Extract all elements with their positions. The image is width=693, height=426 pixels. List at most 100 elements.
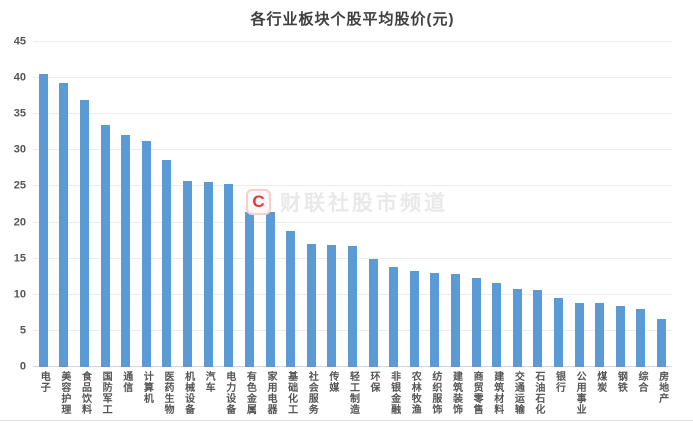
bar [80,99,90,367]
bar-slot [115,42,136,367]
x-axis-label: 通信 [120,371,132,393]
bar-slot [363,42,384,367]
x-label-slot: 通信 [115,371,136,415]
bar-slot [218,42,239,367]
x-label-slot: 钢铁 [610,371,631,415]
x-axis-label: 汽车 [203,371,215,393]
bar [244,211,254,367]
x-axis-label: 医药生物 [161,371,173,415]
x-axis-label: 银行 [553,371,565,393]
bar [533,289,543,367]
gridline [33,113,672,115]
x-axis-label: 商贸零售 [471,371,483,415]
x-axis-label: 机械设备 [182,371,194,415]
x-axis-label: 非银金融 [388,371,400,415]
y-tick-label: 20 [13,216,26,229]
x-label-slot: 建筑材料 [486,371,507,415]
x-label-slot: 传媒 [322,371,343,415]
bottom-divider [0,420,693,421]
bar [306,244,316,367]
bar [183,181,193,367]
bar [389,266,399,367]
watermark: C 财联社股市频道 [246,187,448,217]
y-tick-label: 0 [19,360,26,373]
bar-slot [466,42,487,367]
x-axis-label: 计算机 [141,371,153,404]
plot-area [33,41,672,367]
x-label-slot: 环保 [363,371,384,415]
x-axis-label: 电力设备 [223,371,235,415]
y-tick-label: 25 [13,179,26,192]
x-label-slot: 石油石化 [528,371,549,415]
bar-slot [198,42,219,367]
bar [615,306,625,367]
x-label-slot: 电力设备 [218,371,239,415]
bar-slot [157,42,178,367]
x-axis-label: 房地产 [656,371,668,404]
y-tick-label: 30 [13,143,26,156]
bar [100,125,110,367]
x-axis-label: 农林牧渔 [409,371,421,415]
bar-slot [136,42,157,367]
chart-title: 各行业板块个股平均股价(元) [250,11,455,28]
gridline [33,149,672,151]
bar [286,231,296,367]
bar-slot [177,42,198,367]
x-axis-label: 公用事业 [574,371,586,415]
gridline [33,221,672,223]
bar-slot [280,42,301,367]
bar-slot [507,42,528,367]
x-axis-label: 电子 [38,371,50,393]
x-label-slot: 非银金融 [383,371,404,415]
x-label-slot: 房地产 [651,371,672,415]
bar-slot [651,42,672,367]
gridline [33,77,672,79]
bar [121,135,131,367]
x-axis-labels: 电子 美容护理 食品饮料 国防军工 通信 计算机 医药生物 机械设备 汽车 电力设备 有色金属 家用电… [33,371,672,415]
bar-slot [548,42,569,367]
x-axis-label: 社会服务 [306,371,318,415]
bar [347,246,357,367]
x-label-slot: 计算机 [136,371,157,415]
x-label-slot: 国防军工 [95,371,116,415]
bar-slot [54,42,75,367]
bar [554,297,564,367]
x-label-slot: 电子 [33,371,54,415]
bar [430,273,440,367]
x-label-slot: 家用电器 [260,371,281,415]
gridline [33,185,672,187]
bar-slot [322,42,343,367]
bar-slot [383,42,404,367]
x-axis-label: 建筑材料 [491,371,503,415]
x-label-slot: 食品饮料 [74,371,95,415]
y-tick-label: 10 [13,288,26,301]
x-axis-label: 交通运输 [512,371,524,415]
x-axis-label: 基础化工 [285,371,297,415]
x-label-slot: 纺织服饰 [425,371,446,415]
bar [512,289,522,367]
bar-slot [528,42,549,367]
x-label-slot: 农林牧渔 [404,371,425,415]
x-axis-label: 国防军工 [100,371,112,415]
x-label-slot: 有色金属 [239,371,260,415]
bar-slot [610,42,631,367]
x-label-slot: 美容护理 [54,371,75,415]
bar-slot [631,42,652,367]
bar-slot [301,42,322,367]
x-label-slot: 医药生物 [157,371,178,415]
bar [574,303,584,367]
x-axis-label: 家用电器 [265,371,276,415]
bar [450,273,460,367]
bar [327,244,337,367]
bar-slot [260,42,281,367]
x-axis-label: 有色金属 [244,371,256,415]
x-axis-label: 环保 [368,371,380,393]
x-label-slot: 汽车 [198,371,219,415]
x-label-slot: 公用事业 [569,371,590,415]
cailianshe-logo-icon: C [246,189,271,215]
y-tick-label: 40 [13,71,26,84]
x-axis-label: 轻工制造 [347,371,359,415]
bar [368,259,378,367]
x-label-slot: 银行 [548,371,569,415]
y-tick-label: 5 [19,324,26,337]
